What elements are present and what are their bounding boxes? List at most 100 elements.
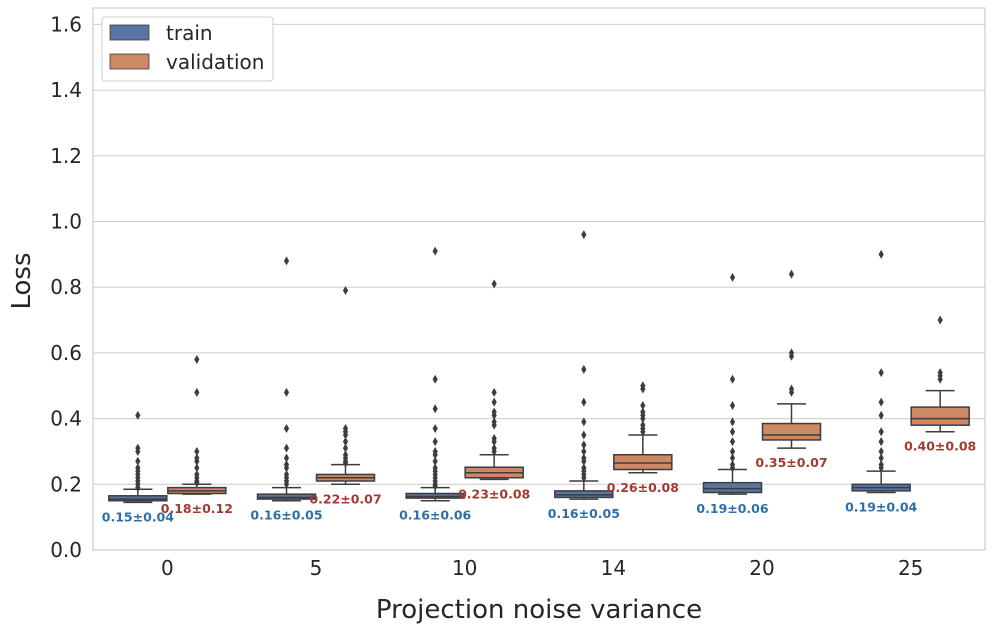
outlier-point	[342, 423, 349, 433]
stat-annotations: 0.15±0.04 0.16±0.05 0.16±0.06 0.16±0.05 0.19…	[102, 439, 976, 525]
box-train-20	[702, 272, 763, 495]
outlier-point	[342, 437, 349, 447]
legend-label-train: train	[166, 21, 213, 45]
outlier-point	[283, 443, 290, 453]
box-train-14	[554, 230, 614, 500]
outlier-point	[729, 272, 736, 282]
outlier-point	[729, 417, 736, 427]
y-tick-label: 0.0	[50, 538, 82, 562]
outlier-point	[878, 368, 884, 378]
outlier-point	[729, 427, 736, 437]
box-train-10	[405, 246, 465, 502]
outlier-point	[283, 423, 290, 433]
outlier-point	[283, 460, 290, 470]
outlier-point	[729, 437, 736, 447]
outlier-point	[432, 446, 438, 456]
outlier-point	[432, 374, 438, 384]
outlier-point	[432, 456, 438, 466]
box-validation-5	[315, 285, 376, 486]
legend-label-validation: validation	[166, 50, 264, 74]
outlier-point	[788, 269, 795, 279]
x-tick-label: 0	[161, 556, 174, 580]
outlier-point	[135, 410, 141, 420]
gridlines	[93, 23, 985, 551]
outlier-point	[135, 456, 141, 466]
outlier-point	[283, 453, 290, 463]
outlier-point	[491, 433, 497, 443]
outlier-point	[432, 437, 438, 447]
y-tick-label: 0.8	[50, 275, 82, 299]
outlier-point	[581, 397, 587, 407]
outlier-point	[283, 256, 290, 266]
outlier-point	[878, 249, 884, 259]
outlier-point	[729, 400, 736, 410]
outlier-point	[581, 230, 587, 240]
box-iqr	[702, 481, 763, 494]
outlier-point	[194, 446, 200, 456]
box-validation-25	[910, 315, 970, 433]
outlier-point	[135, 443, 141, 453]
box-validation-14	[613, 381, 673, 474]
outlier-point	[283, 387, 290, 397]
y-tick-label: 0.6	[50, 341, 82, 365]
outlier-point	[283, 469, 290, 479]
x-tick-label: 10	[452, 556, 477, 580]
outlier-point	[581, 463, 587, 473]
outlier-point	[491, 417, 497, 427]
stat-annotation: 0.19±0.06	[696, 501, 768, 516]
stat-annotation: 0.16±0.06	[399, 508, 471, 523]
outlier-point	[432, 246, 438, 256]
stat-annotation: 0.16±0.05	[548, 506, 620, 521]
outlier-point	[878, 446, 884, 456]
outlier-point	[788, 348, 795, 358]
outlier-point	[194, 453, 200, 463]
outlier-point	[491, 387, 497, 397]
outlier-point	[432, 463, 438, 473]
x-tick-label: 20	[749, 556, 774, 580]
outlier-point	[581, 417, 587, 427]
outlier-point	[878, 410, 884, 420]
x-axis-ticks: 0 5 10 14 20 25	[161, 556, 923, 580]
box-iqr	[910, 406, 970, 426]
x-tick-label: 5	[310, 556, 323, 580]
y-tick-label: 1.2	[50, 144, 82, 168]
outlier-point	[491, 407, 497, 417]
box-train-25	[851, 249, 911, 494]
box-validation-20	[761, 269, 822, 449]
outlier-point	[878, 427, 884, 437]
outlier-point	[729, 374, 736, 384]
x-axis-label: Projection noise variance	[376, 595, 702, 625]
outlier-point	[640, 381, 646, 391]
stat-annotation: 0.19±0.04	[845, 500, 917, 515]
box-train-5	[256, 256, 317, 502]
plot-area	[92, 7, 986, 551]
outlier-point	[878, 397, 884, 407]
y-axis-ticks: 0.0 0.2 0.4 0.6 0.8 1.0 1.2 1.4 1.6	[50, 12, 82, 562]
box-validation-0	[167, 354, 227, 495]
outlier-point	[581, 453, 587, 463]
stat-annotation: 0.16±0.05	[250, 508, 322, 523]
box-iqr	[613, 453, 673, 471]
outlier-point	[342, 443, 349, 453]
y-tick-label: 0.2	[50, 472, 82, 496]
stat-annotation: 0.23±0.08	[458, 486, 530, 501]
box-series	[108, 230, 970, 504]
outlier-point	[491, 443, 497, 453]
x-tick-label: 14	[601, 556, 626, 580]
outlier-point	[878, 460, 884, 470]
outlier-point	[194, 469, 200, 479]
x-tick-label: 25	[898, 556, 923, 580]
outlier-point	[729, 446, 736, 456]
outlier-point	[729, 453, 736, 463]
outlier-point	[432, 423, 438, 433]
stat-annotation: 0.22±0.07	[309, 491, 381, 506]
outlier-point	[342, 285, 349, 295]
outlier-point	[788, 384, 795, 394]
outlier-point	[491, 279, 497, 289]
outlier-point	[937, 368, 943, 378]
box-train-0	[108, 410, 168, 504]
outlier-point	[135, 463, 141, 473]
outlier-point	[491, 397, 497, 407]
stat-annotation: 0.26±0.08	[607, 480, 679, 495]
